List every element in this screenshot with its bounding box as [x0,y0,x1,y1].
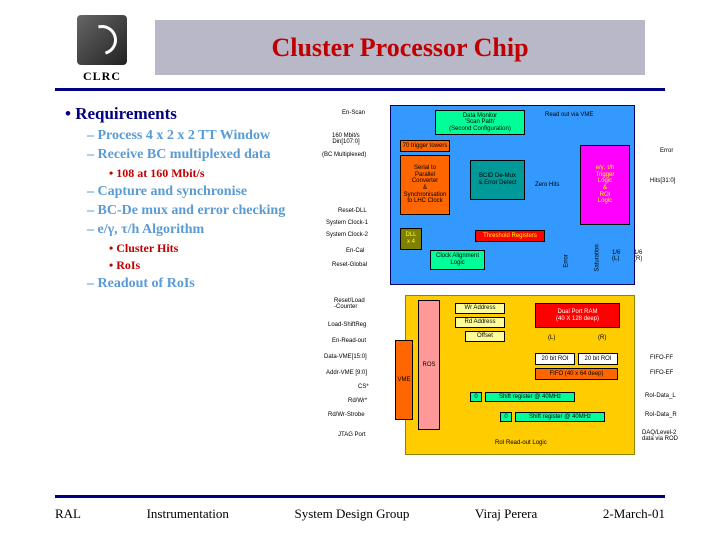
ros-block: ROS [418,300,440,430]
top-rule [55,88,665,91]
bullet-capture: Capture and synchronise [87,184,345,200]
lbl-en-readout: En-Read-out [332,338,366,344]
lbl-rdwr-strobe: Rd/Wr-Strobe [328,412,365,418]
lbl-reset-global: Reset-Global [332,262,367,268]
page-title: Cluster Processor Chip [271,33,528,63]
lbl-roi-data-l: RoI-Data_L [645,393,676,399]
zero-1: 0 [470,392,482,402]
lbl-jtag: JTAG Port [338,432,366,438]
lbl-fifo-ef: FIFO-EF [650,370,673,376]
title-band: Cluster Processor Chip [155,20,645,75]
lbl-saturation: Saturation [595,244,601,271]
fifo-block: FIFO (40 x 64 deep) [535,368,618,380]
lbl-reset-load: Reset/Load -Counter [334,298,365,310]
lbl-daq: DAQ/Level-2 data via ROD [642,430,678,442]
bullet-process: Process 4 x 2 x 2 TT Window [87,128,345,144]
data-monitor-block: Data Monitor 'Scan Path' (Second Configu… [435,110,525,135]
footer-date: 2-March-01 [603,506,665,522]
logo-text: CLRC [72,69,132,84]
lbl-sysclk2: System Clock-2 [326,232,368,238]
requirements-list: Requirements Process 4 x 2 x 2 TT Window… [65,100,345,295]
threshold-block: Threshold Registers [475,230,545,242]
bcid-block: BCID De-Mux & Error Detect [470,160,525,200]
vme-block: VME [395,340,413,420]
footer-rule [55,495,665,498]
bullet-algorithm: e/γ, τ/h Algorithm [87,222,345,238]
block-diagram: Data Monitor 'Scan Path' (Second Configu… [350,100,695,470]
lbl-addr-vme: Addr-VME [9:0] [326,370,367,376]
clrc-logo: CLRC [72,15,132,84]
bullet-hits: Cluster Hits [109,241,345,256]
lbl-roi-data-r: RoI-Data_R [645,412,677,418]
lbl-error2: Error [564,254,570,267]
lbl-readout-vme: Read out via VME [545,112,593,118]
lbl-cs: CS* [358,384,369,390]
footer-instrumentation: Instrumentation [147,506,229,522]
bullet-bcdemux: BC-De mux and error checking [87,203,345,219]
lbl-160mbit: 160 Mbit/s Din[107:0] [332,133,360,145]
lbl-reset-dll: Reset-DLL [338,208,367,214]
serial-parallel-block: Serial to Parallel Converter & Synchroni… [400,155,450,215]
trigger-logic-block: e/γ, τ/h Trigger Logic & ROI Logic [580,145,630,225]
lbl-sysclk1: System Clock-1 [326,220,368,226]
bullet-108: 108 at 160 Mbit/s [109,166,345,181]
dpram-block: Dual Port RAM (40 X 128 deep) [535,303,620,328]
bit20-right-block: 20 bit ROI [578,353,618,365]
bullet-receive: Receive BC multiplexed data [87,147,345,163]
roi-readout-label: RoI Read-out Logic [495,440,547,446]
bullet-rois: RoIs [109,258,345,273]
lbl-16l: 1/6 (L) [612,250,620,262]
clock-align-block: Clock Alignment Logic [430,250,485,270]
lbl-data-vme: Data-VME[15:0] [324,354,367,360]
lbl-error: Error [660,148,673,154]
lbl-bc-mux: (BC Multiplexed) [322,152,366,158]
offset-block: Offset [465,331,505,342]
footer-ral: RAL [55,506,81,522]
logo-box [77,15,127,65]
zero-2: 0 [500,412,512,422]
footer: RAL Instrumentation System Design Group … [55,506,665,522]
lbl-hits31: Hits[31:0] [650,178,675,184]
shift-reg-2: Shift register @ 40MHz [515,412,605,422]
trigger-towers-block: 70 trigger towers [400,140,450,152]
bullet-readout: Readout of RoIs [87,276,345,292]
dll-block: DLL x 4 [400,228,422,250]
bit20-left-block: 20 bit ROI [535,353,575,365]
wr-address-block: Wr Address [455,303,505,314]
footer-author: Viraj Perera [475,506,537,522]
bullet-requirements: Requirements [65,104,345,124]
rd-address-block: Rd Address [455,317,505,328]
lr-right: (R) [598,335,606,341]
lbl-16r: 1/6 (R) [634,250,642,262]
lbl-fifo-ff: FIFO-FF [650,355,673,361]
lbl-zero-hits: Zero Hits [535,182,559,188]
lr-left: (L) [548,335,555,341]
lbl-en-cal: En-Cal [346,248,364,254]
shift-reg-1: Shift register @ 40MHz [485,392,575,402]
lbl-rdwr: Rd/Wr* [348,398,367,404]
lbl-load-shiftreg: Load-ShiftReg [328,322,366,328]
footer-sdg: System Design Group [294,506,409,522]
lbl-en-scan: En-Scan [342,110,365,116]
